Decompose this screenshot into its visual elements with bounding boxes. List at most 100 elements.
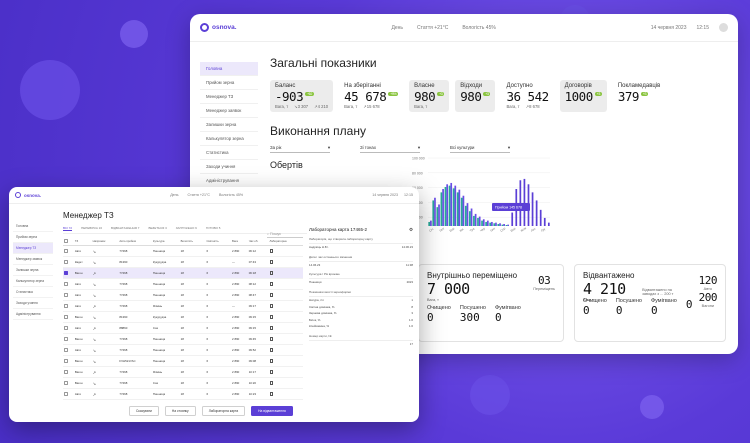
user-avatar[interactable] (719, 23, 728, 32)
table-row[interactable]: Авто ↗ 77468 Пшениця 18 6 2 890 10:23 (63, 388, 303, 401)
bar-teal[interactable] (505, 224, 508, 226)
table-row[interactable]: Вагон ↘ 81390 Кукурудза 18 6 2 890 09:15 (63, 311, 303, 324)
document-icon[interactable] (269, 314, 274, 320)
bar-teal[interactable] (448, 185, 451, 226)
select-all-cell[interactable] (63, 237, 74, 247)
lab-card-cell[interactable] (268, 278, 303, 291)
sidebar-item[interactable]: Статистика (13, 287, 53, 298)
bar-teal[interactable] (468, 211, 471, 226)
bar-teal[interactable] (460, 197, 463, 226)
tab[interactable]: ЗАГРУЖЕНО 9 (175, 226, 197, 230)
bar-teal[interactable] (464, 205, 467, 226)
row-checkbox[interactable] (64, 315, 68, 320)
bar-purple[interactable] (438, 204, 440, 226)
row-checkbox[interactable] (64, 381, 68, 386)
bar-teal[interactable] (501, 224, 504, 226)
bar-teal[interactable] (428, 221, 431, 226)
lab-card-cell[interactable] (268, 245, 303, 258)
document-icon[interactable] (269, 325, 274, 331)
bar-teal[interactable] (444, 186, 447, 226)
bar-purple[interactable] (474, 213, 477, 226)
row-checkbox-cell[interactable] (63, 300, 74, 313)
table-row[interactable]: Авто ↘ 77468 Пшениця 18 6 2 890 08:12 (63, 278, 303, 291)
document-icon[interactable] (269, 347, 274, 353)
document-icon[interactable] (269, 336, 274, 342)
table-row[interactable]: Авто ↗ 77468 Ячмінь 18 6—09:17 (63, 300, 303, 313)
tab[interactable]: ВІДВАНТАЖЕННЯ 7 (111, 226, 140, 230)
sidebar-item[interactable]: Менеджер ТЗ (13, 243, 53, 254)
sidebar-item[interactable]: Адміністрування (200, 174, 258, 188)
row-checkbox-cell[interactable] (63, 366, 74, 379)
row-checkbox[interactable] (64, 260, 68, 265)
bar-purple[interactable] (531, 192, 534, 226)
row-checkbox[interactable] (64, 271, 68, 276)
bar-purple[interactable] (482, 219, 485, 226)
column-header[interactable]: Культура (151, 237, 180, 247)
lab-card-cell[interactable] (268, 388, 303, 401)
row-checkbox-cell[interactable] (63, 311, 74, 324)
bar-purple[interactable] (458, 189, 461, 226)
sidebar-item[interactable]: Калькулятор зерна (200, 132, 258, 146)
bar-teal[interactable] (477, 217, 479, 226)
bar-purple[interactable] (543, 217, 546, 226)
bar-purple[interactable] (495, 222, 497, 226)
kpi-card[interactable]: Доступно 36 542 Вага, т ↗8 678 (501, 80, 553, 112)
lab-card-button[interactable]: Лабораторна карта (201, 406, 246, 416)
bar-purple[interactable] (547, 222, 550, 226)
column-header[interactable]: ТЗ (73, 237, 92, 247)
document-icon[interactable] (269, 358, 274, 364)
filter-period[interactable]: За рік ▾ (270, 145, 330, 153)
lab-card-cell[interactable] (268, 322, 303, 335)
sidebar-item[interactable]: Адміністрування (13, 309, 53, 320)
sidebar-item[interactable]: Менеджер заявок (13, 254, 53, 265)
sidebar-item[interactable]: Залишки зерна (13, 265, 53, 276)
row-checkbox[interactable] (64, 293, 68, 298)
bar-teal[interactable] (493, 223, 496, 226)
bar-purple[interactable] (507, 224, 510, 226)
document-icon[interactable] (269, 369, 274, 375)
lab-card-cell[interactable] (268, 289, 303, 302)
document-icon[interactable] (269, 303, 274, 309)
row-checkbox-cell[interactable] (63, 355, 74, 368)
logo[interactable]: osnova. (200, 23, 237, 32)
column-header[interactable]: Авто.прийом (118, 237, 152, 247)
row-checkbox-cell[interactable] (63, 377, 74, 390)
bar-purple[interactable] (499, 223, 501, 226)
filter-culture[interactable]: Всі культури ▾ (450, 145, 510, 153)
column-header[interactable]: Смітність (205, 237, 232, 247)
bar-purple[interactable] (442, 189, 444, 226)
bar-purple[interactable] (535, 200, 538, 226)
select-all-checkbox[interactable] (64, 239, 68, 244)
lab-card-cell[interactable] (268, 311, 303, 324)
bar-purple[interactable] (486, 220, 489, 226)
lab-card-cell[interactable] (268, 267, 303, 280)
bar-teal[interactable] (452, 188, 455, 226)
bar-purple[interactable] (450, 182, 453, 226)
row-checkbox[interactable] (64, 326, 68, 331)
table-row[interactable]: Вагон ↘ 77468 Соя 18 6 2 890 10:20 (63, 377, 303, 390)
parking-button[interactable]: На стоянку (164, 406, 196, 416)
search-input[interactable]: ⌕ Пошук (267, 232, 303, 238)
bar-purple[interactable] (462, 195, 465, 226)
document-icon[interactable] (269, 281, 274, 287)
row-checkbox-cell[interactable] (63, 344, 74, 357)
column-header[interactable]: Напрямок (91, 237, 119, 247)
sidebar-item[interactable]: Головна (13, 221, 53, 232)
table-row[interactable]: Авто ↘ 77468 Пшениця 18 6 2 890 06:12 (63, 245, 303, 258)
bar-purple[interactable] (523, 178, 526, 226)
sidebar-item[interactable]: Калькулятор зерна (13, 276, 53, 287)
column-header[interactable]: Вологість (179, 237, 206, 247)
sidebar-item[interactable]: Менеджер ТЗ (200, 90, 258, 104)
bar-purple[interactable] (434, 197, 436, 226)
kpi-card[interactable]: Покламедавців 379 +3 (613, 80, 666, 112)
sidebar-item[interactable]: Менеджер заявок (200, 104, 258, 118)
row-checkbox[interactable] (64, 348, 68, 353)
kpi-card[interactable]: Баланс -903 +10 Вага, т ↘3 307 ↗4 210 (270, 80, 334, 112)
table-row[interactable]: Вагон ↗ 77468 Ячмінь 18 6 2 890 10:17 (63, 366, 303, 379)
shipment-button[interactable]: На відвантаження (251, 406, 293, 416)
bar-purple[interactable] (454, 185, 457, 226)
row-checkbox[interactable] (64, 337, 68, 342)
bar-teal[interactable] (489, 222, 492, 226)
row-checkbox-cell[interactable] (63, 256, 74, 269)
bar-teal[interactable] (456, 192, 459, 226)
